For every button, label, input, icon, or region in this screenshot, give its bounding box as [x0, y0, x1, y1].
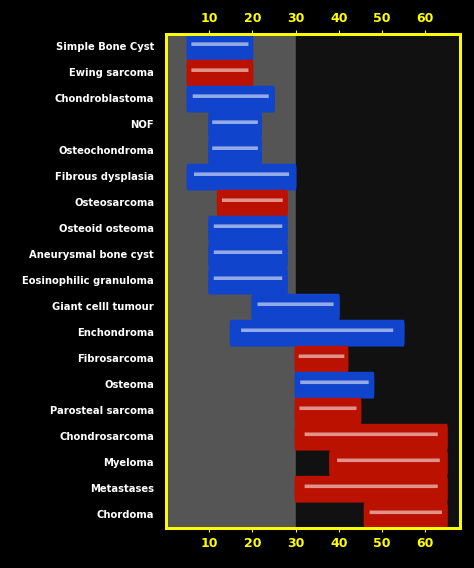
FancyBboxPatch shape [208, 242, 288, 269]
Text: Osteoma: Osteoma [104, 380, 154, 390]
Text: Fibrosarcoma: Fibrosarcoma [77, 354, 154, 364]
FancyBboxPatch shape [217, 190, 288, 216]
FancyBboxPatch shape [294, 346, 348, 373]
FancyBboxPatch shape [186, 34, 254, 60]
FancyBboxPatch shape [241, 328, 393, 332]
FancyBboxPatch shape [212, 147, 258, 150]
Text: Eosinophilic granuloma: Eosinophilic granuloma [22, 276, 154, 286]
FancyBboxPatch shape [329, 450, 448, 477]
FancyBboxPatch shape [208, 268, 288, 295]
FancyBboxPatch shape [251, 294, 340, 320]
FancyBboxPatch shape [214, 277, 282, 280]
Text: Simple Bone Cyst: Simple Bone Cyst [56, 42, 154, 52]
FancyBboxPatch shape [186, 60, 254, 86]
FancyBboxPatch shape [257, 302, 334, 306]
Text: Osteoid osteoma: Osteoid osteoma [59, 224, 154, 234]
FancyBboxPatch shape [193, 94, 269, 98]
Text: Aneurysmal bone cyst: Aneurysmal bone cyst [29, 250, 154, 260]
FancyBboxPatch shape [300, 407, 356, 410]
FancyBboxPatch shape [222, 198, 283, 202]
FancyBboxPatch shape [208, 216, 288, 243]
FancyBboxPatch shape [214, 250, 282, 254]
FancyBboxPatch shape [208, 137, 262, 165]
FancyBboxPatch shape [294, 424, 448, 450]
FancyBboxPatch shape [194, 173, 289, 176]
Text: NOF: NOF [130, 120, 154, 130]
Text: Myeloma: Myeloma [103, 458, 154, 468]
FancyBboxPatch shape [294, 372, 374, 399]
FancyBboxPatch shape [337, 458, 440, 462]
Text: Osteosarcoma: Osteosarcoma [74, 198, 154, 208]
Text: Parosteal sarcoma: Parosteal sarcoma [50, 406, 154, 416]
FancyBboxPatch shape [370, 511, 442, 514]
Bar [166, 34, 296, 528]
Text: Osteochondroma: Osteochondroma [58, 146, 154, 156]
FancyBboxPatch shape [294, 476, 448, 503]
FancyBboxPatch shape [191, 68, 248, 72]
FancyBboxPatch shape [299, 354, 344, 358]
Text: Giant celll tumour: Giant celll tumour [53, 302, 154, 312]
Text: Ewing sarcoma: Ewing sarcoma [69, 68, 154, 78]
Text: Metastases: Metastases [90, 485, 154, 494]
FancyBboxPatch shape [294, 398, 361, 425]
FancyBboxPatch shape [208, 112, 262, 139]
Text: Chondroblastoma: Chondroblastoma [55, 94, 154, 104]
FancyBboxPatch shape [300, 381, 369, 384]
FancyBboxPatch shape [230, 320, 405, 346]
Text: Fibrous dysplasia: Fibrous dysplasia [55, 172, 154, 182]
Text: Chondrosarcoma: Chondrosarcoma [59, 432, 154, 442]
Text: Chordoma: Chordoma [97, 510, 154, 520]
FancyBboxPatch shape [305, 485, 438, 488]
Bar [296, 34, 460, 528]
FancyBboxPatch shape [186, 86, 275, 112]
Text: Enchondroma: Enchondroma [77, 328, 154, 338]
FancyBboxPatch shape [214, 224, 282, 228]
FancyBboxPatch shape [305, 432, 438, 436]
FancyBboxPatch shape [212, 120, 258, 124]
FancyBboxPatch shape [364, 502, 448, 529]
FancyBboxPatch shape [186, 164, 297, 190]
FancyBboxPatch shape [191, 43, 248, 46]
